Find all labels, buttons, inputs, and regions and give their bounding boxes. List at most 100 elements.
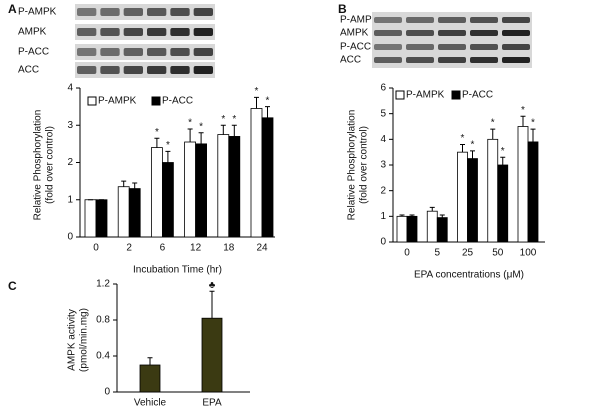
bar [95,199,108,238]
blot-band [100,48,120,56]
y-tick-label: 1.2 [96,279,110,290]
bar [217,134,230,238]
blot-band [77,8,97,16]
blot-band [438,44,466,50]
y-tick-label: 4 [380,134,386,145]
blot-band [502,44,530,50]
blot-band [374,44,402,50]
x-tick-label: 0 [93,243,99,254]
y-tick-label: 0 [67,232,73,243]
significance-mark: * [471,140,475,151]
y-axis-title: AMPK activity [67,309,78,371]
panel-label: B [338,2,347,16]
blot-label: P-AMPK [18,7,57,18]
panel-label: C [8,279,17,293]
y-tick-label: 0 [380,237,386,248]
y-tick-label: 3 [67,120,73,131]
bar [150,147,163,238]
significance-mark: * [531,118,535,129]
blot-band [170,28,190,36]
error-bar [187,128,193,143]
error-bar [121,180,127,187]
blot-label: AMPK [18,27,47,38]
bar [250,108,263,238]
blot-label: P-AMPK [340,15,379,26]
bar [497,164,509,243]
bar [457,151,468,243]
bar [161,162,174,238]
bar [396,215,408,243]
x-tick-label: 6 [160,243,166,254]
x-tick-label: 50 [492,248,504,259]
blot-band [406,57,434,63]
blot-band [77,66,97,74]
error-bar [490,128,496,140]
y-axis-title: Relative Phosphorylation [347,110,358,221]
blot-band [406,44,434,50]
bar [201,317,223,393]
blot-band [438,17,466,23]
bar [261,117,274,238]
y-tick-label: 5 [380,108,386,119]
legend-swatch [151,96,161,106]
x-tick-label: 24 [256,243,268,254]
legend-swatch [451,90,461,100]
blot-band [470,44,498,50]
blot-band [100,28,120,36]
significance-mark: * [521,105,525,116]
blot-band [100,66,120,74]
blot-band [470,57,498,63]
blot-band [193,28,213,36]
blot-band [374,57,402,63]
y-axis-title: (fold over control) [45,126,56,204]
blot-band [123,8,143,16]
blot-label: AMPK [340,28,369,39]
y-tick-label: 6 [380,83,386,94]
error-bar [147,357,153,365]
blot-band [470,17,498,23]
blot-band [147,8,167,16]
error-bar [254,96,259,109]
blot-band [77,28,97,36]
x-tick-label: 12 [190,243,202,254]
error-bar [409,214,415,217]
y-axis-title: (pmol/min.mg) [79,308,90,372]
blot-band [147,48,167,56]
blot-label: P-ACC [18,47,49,58]
legend-label: P-ACC [162,96,193,107]
y-tick-label: 2 [67,157,73,168]
x-tick-label: 0 [404,248,410,259]
bar [117,186,130,238]
blot-band [123,28,143,36]
error-bar [429,206,435,212]
blot-band [193,66,213,74]
bar [228,136,241,238]
bar [184,141,197,238]
blot-band [170,8,190,16]
y-tick-label: 2 [380,185,386,196]
blot-band [123,66,143,74]
error-bar [470,150,475,159]
error-bar [530,128,536,142]
blot-band [374,30,402,36]
error-bar [165,150,171,163]
significance-mark: * [266,95,270,106]
y-tick-label: 0.4 [96,351,110,362]
bar [527,141,539,243]
bar [426,210,438,243]
significance-mark: * [155,127,159,138]
blot-band [502,17,530,23]
blot-band [170,48,190,56]
error-bar [209,290,215,319]
error-bar [231,124,237,137]
y-axis-title: Relative Phosphorylation [33,110,44,221]
x-axis-title: EPA concentrations (μM) [414,270,524,281]
blot-band [100,8,120,16]
bar [436,217,448,243]
y-tick-label: 3 [380,160,386,171]
legend-label: P-AMPK [406,90,445,101]
significance-mark: * [461,133,465,144]
bar [139,364,161,393]
error-bar [439,214,445,218]
significance-mark: * [188,118,192,129]
